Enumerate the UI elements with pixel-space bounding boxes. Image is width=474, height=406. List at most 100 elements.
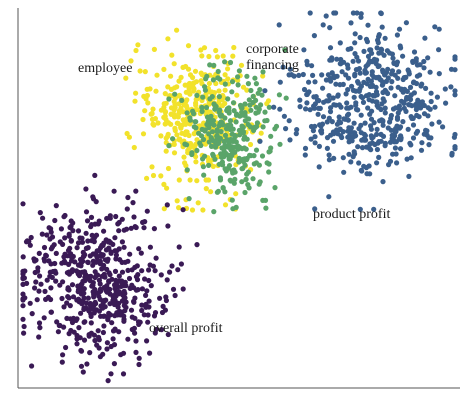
scatter-point bbox=[306, 79, 312, 85]
scatter-point bbox=[287, 66, 293, 72]
scatter-point bbox=[126, 134, 132, 140]
scatter-point bbox=[368, 133, 374, 139]
scatter-point bbox=[307, 107, 313, 113]
scatter-point bbox=[60, 279, 66, 285]
scatter-point bbox=[440, 124, 446, 130]
labels-layer: employee corporate financing product profit… bbox=[78, 42, 390, 336]
scatter-point bbox=[78, 348, 85, 354]
scatter-point bbox=[60, 352, 66, 358]
scatter-point bbox=[216, 88, 222, 94]
scatter-point bbox=[107, 272, 113, 278]
scatter-point bbox=[130, 200, 136, 206]
scatter-point bbox=[326, 115, 332, 121]
scatter-point bbox=[356, 88, 362, 94]
scatter-point bbox=[92, 221, 98, 227]
scatter-point bbox=[158, 133, 164, 139]
scatter-point bbox=[22, 268, 28, 274]
label-product-profit: product profit bbox=[313, 207, 390, 222]
scatter-point bbox=[211, 209, 217, 215]
scatter-point bbox=[262, 109, 268, 115]
scatter-point bbox=[262, 88, 268, 94]
scatter-point bbox=[308, 136, 314, 142]
scatter-point bbox=[113, 252, 119, 258]
scatter-point bbox=[432, 24, 438, 30]
scatter-point bbox=[374, 160, 380, 166]
scatter-point bbox=[53, 278, 59, 284]
scatter-point bbox=[391, 139, 398, 145]
scatter-point bbox=[62, 235, 68, 241]
label-line: product profit bbox=[313, 207, 390, 222]
scatter-point bbox=[113, 277, 119, 283]
scatter-point bbox=[176, 93, 182, 99]
scatter-point bbox=[206, 53, 212, 60]
scatter-point bbox=[370, 92, 376, 99]
scatter-point bbox=[87, 253, 93, 259]
scatter-point bbox=[283, 95, 289, 101]
scatter-point bbox=[312, 123, 318, 129]
scatter-point bbox=[20, 316, 26, 322]
scatter-point bbox=[142, 276, 148, 282]
scatter-point bbox=[436, 47, 442, 53]
scatter-point bbox=[225, 66, 231, 72]
scatter-point bbox=[407, 140, 413, 146]
scatter-point bbox=[359, 145, 366, 151]
scatter-point bbox=[126, 275, 133, 282]
scatter-point bbox=[193, 79, 199, 85]
scatter-point bbox=[329, 57, 335, 63]
scatter-point bbox=[57, 239, 63, 245]
scatter-point bbox=[145, 100, 151, 106]
scatter-point bbox=[387, 119, 393, 125]
scatter-point bbox=[423, 127, 429, 133]
scatter-point bbox=[92, 172, 98, 178]
scatter-point bbox=[352, 73, 358, 79]
scatter-point bbox=[210, 77, 216, 83]
scatter-point bbox=[36, 320, 43, 326]
scatter-point bbox=[133, 338, 139, 344]
scatter-point bbox=[417, 72, 423, 78]
scatter-point bbox=[276, 92, 282, 98]
scatter-point bbox=[210, 151, 216, 157]
scatter-point bbox=[205, 118, 211, 124]
scatter-point bbox=[336, 114, 342, 120]
scatter-point bbox=[379, 101, 385, 107]
scatter-point bbox=[214, 129, 220, 135]
scatter-point bbox=[371, 206, 377, 212]
scatter-point bbox=[129, 326, 135, 333]
scatter-point bbox=[245, 121, 251, 128]
scatter-point bbox=[81, 319, 87, 325]
scatter-point bbox=[253, 81, 259, 87]
scatter-point bbox=[252, 75, 258, 81]
scatter-point bbox=[174, 198, 180, 204]
scatter-point bbox=[235, 82, 241, 88]
scatter-point bbox=[70, 228, 76, 234]
scatter-point bbox=[331, 75, 337, 81]
scatter-point bbox=[234, 92, 240, 98]
scatter-point bbox=[242, 189, 248, 196]
scatter-point bbox=[227, 177, 233, 183]
scatter-point bbox=[116, 219, 122, 226]
scatter-point bbox=[353, 106, 360, 112]
scatter-point bbox=[183, 163, 189, 169]
scatter-point bbox=[276, 22, 282, 28]
scatter-point bbox=[199, 104, 205, 111]
scatter-point bbox=[139, 268, 145, 274]
scatter-point bbox=[176, 205, 182, 211]
scatter-point bbox=[229, 197, 235, 203]
scatter-point bbox=[425, 55, 431, 61]
scatter-point bbox=[158, 327, 165, 333]
scatter-point bbox=[73, 268, 80, 274]
scatter-point bbox=[58, 226, 64, 232]
scatter-point bbox=[350, 10, 356, 16]
scatter-point bbox=[339, 134, 345, 141]
scatter-point bbox=[39, 231, 45, 237]
scatter-point bbox=[38, 281, 44, 287]
scatter-point bbox=[41, 315, 47, 321]
scatter-point bbox=[27, 300, 33, 306]
scatter-point bbox=[230, 100, 237, 106]
scatter-point bbox=[258, 130, 264, 136]
scatter-point bbox=[222, 202, 229, 208]
scatter-point bbox=[85, 245, 91, 251]
scatter-point bbox=[222, 59, 228, 65]
scatter-point bbox=[200, 207, 206, 213]
scatter-point bbox=[316, 143, 322, 149]
